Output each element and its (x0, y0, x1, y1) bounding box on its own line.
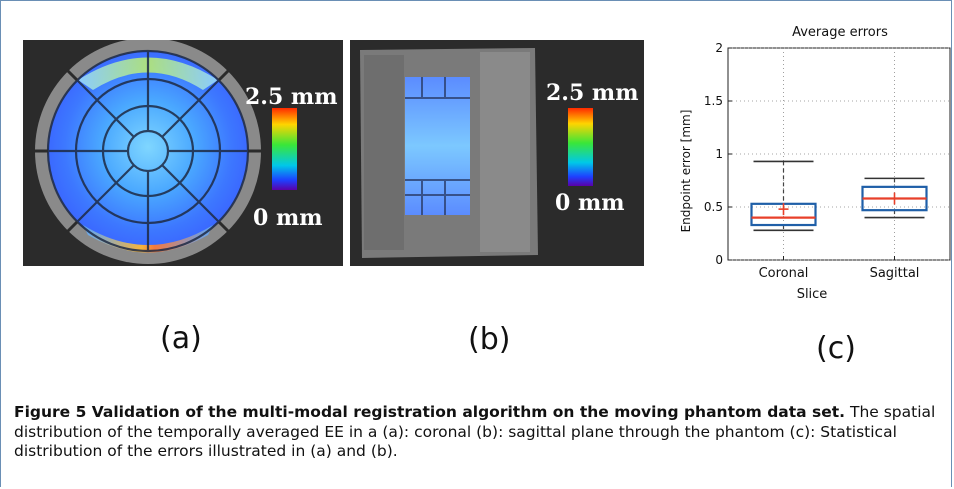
figure-caption: Figure 5 Validation of the multi-modal r… (14, 403, 940, 462)
y-tick-label: 1.5 (704, 94, 723, 108)
caption-body: The spatial distribution of the temporal… (14, 403, 936, 460)
y-tick-label: 1 (715, 147, 723, 161)
coronal-colorbar-min: 0 mm (253, 205, 323, 231)
sagittal-ee-map (350, 40, 644, 266)
y-tick-label: 0.5 (704, 200, 723, 214)
y-tick-label: 0 (715, 253, 723, 267)
panel-label-b: (b) (468, 322, 511, 357)
y-axis-label: Endpoint error [mm] (679, 110, 693, 233)
x-axis-label: Slice (797, 287, 828, 302)
chart-title: Average errors (792, 25, 888, 40)
x-tick-label: Sagittal (870, 266, 920, 281)
x-tick-label: Coronal (759, 266, 809, 281)
caption-title: Figure 5 Validation of the multi-modal r… (14, 403, 846, 421)
y-tick-label: 2 (715, 41, 723, 55)
average-errors-boxplot: Average errors Endpoint error [mm] Slice… (679, 25, 951, 302)
panel-label-a: (a) (160, 321, 202, 356)
coronal-ee-map (23, 40, 343, 266)
sagittal-colorbar-max: 2.5 mm (546, 80, 639, 106)
panel-label-c: (c) (816, 331, 856, 366)
coronal-colorbar-max: 2.5 mm (245, 84, 338, 110)
sagittal-colorbar-min: 0 mm (555, 190, 625, 216)
